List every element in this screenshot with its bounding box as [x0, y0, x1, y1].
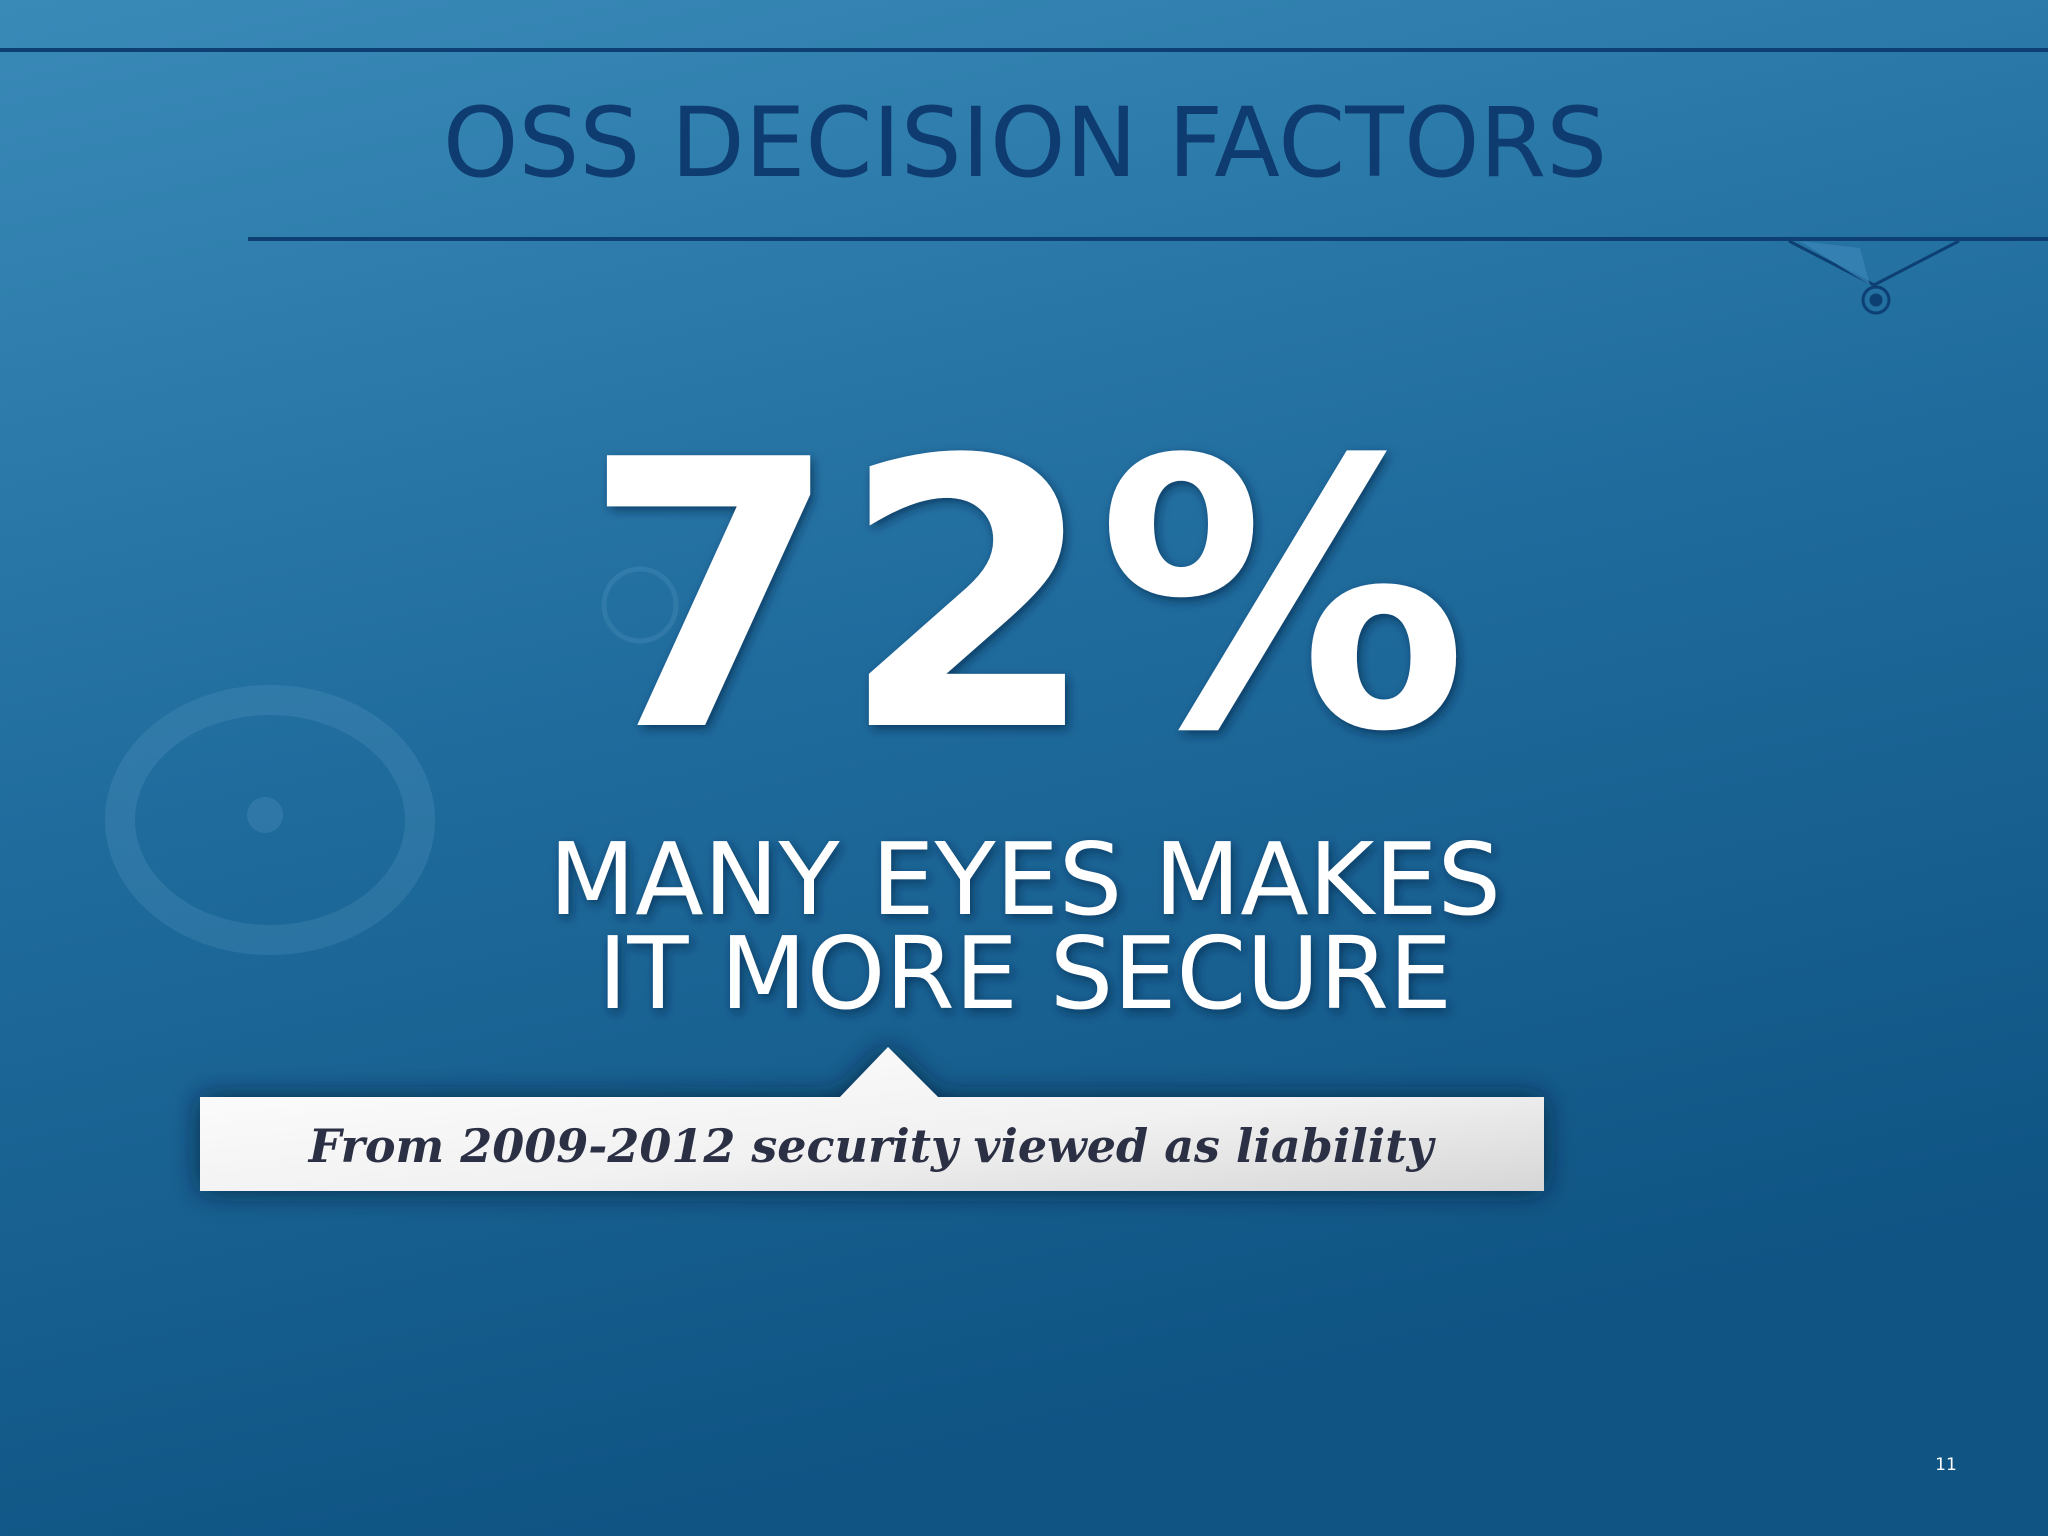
rule-ornament — [1788, 239, 1960, 315]
statistic: 72% — [582, 383, 1468, 813]
decoration — [105, 566, 679, 955]
slide-title: OSS DECISION FACTORS — [443, 87, 1607, 199]
caption-line: IT MORE SECURE — [598, 915, 1452, 1032]
callout — [200, 1047, 1544, 1191]
callout-box — [200, 1047, 1544, 1191]
page-number: 11 — [1935, 1455, 1957, 1475]
callout-text: From 2009-2012 security viewed as liabil… — [307, 1119, 1437, 1173]
caption-line: MANY EYES MAKES — [549, 821, 1501, 938]
